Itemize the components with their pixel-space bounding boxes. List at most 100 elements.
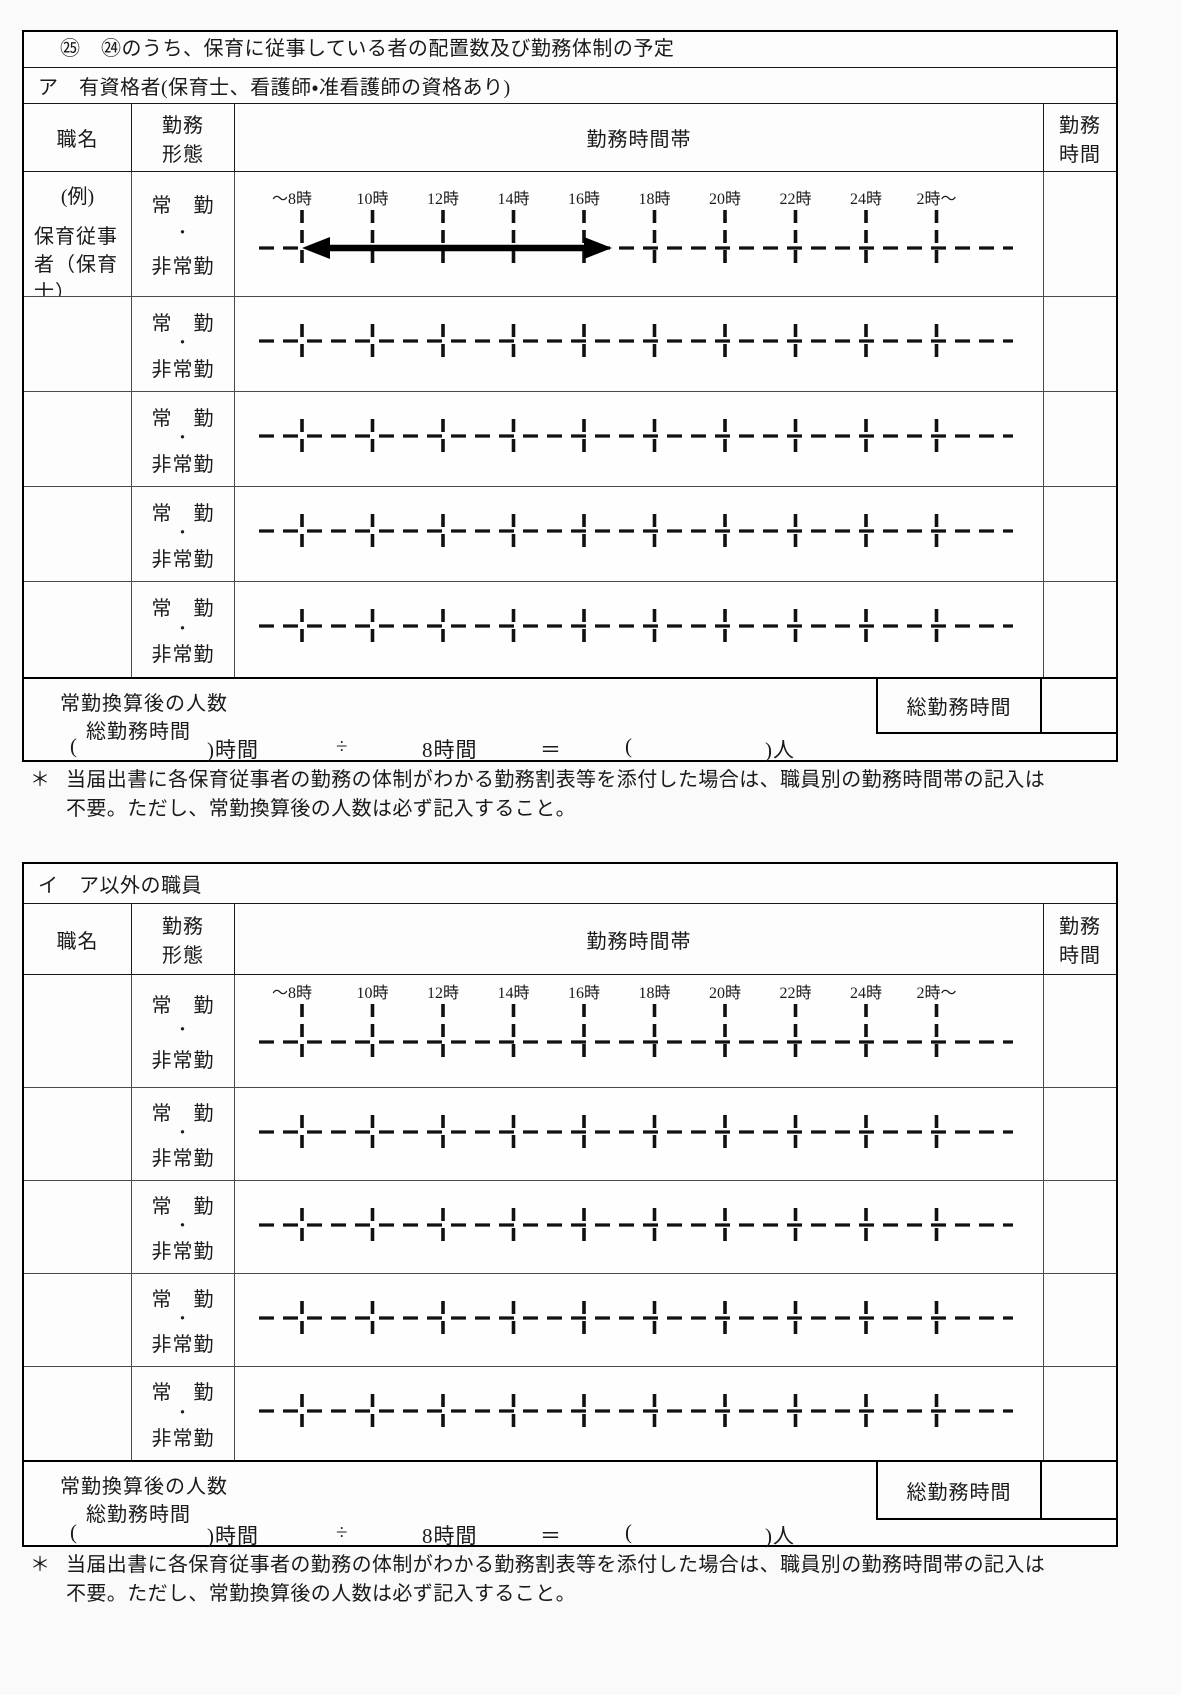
work-style-dot: ・ [174,335,192,352]
work-style-dot: ・ [174,1311,192,1328]
work-style-cell: 常 勤 ・ 非常勤 [132,392,235,486]
formula-people-label: )人 [765,738,795,762]
work-style-fulltime: 常 勤 [151,1103,215,1125]
hours-cell-empty [1044,1367,1116,1460]
formula-hours-label: )時間 [207,738,259,762]
work-style-parttime: 非常勤 [151,1050,215,1072]
svg-text:18時: 18時 [638,190,670,208]
work-style-dot: ・ [174,225,192,242]
section-a-title: ㉕ ㉔のうち、保育に従事している者の配置数及び勤務体制の予定 [24,32,1116,68]
note-text-1: 当届出書に各保育従事者の勤務の体制がわかる勤務割表等を添付した場合は、職員別の勤… [66,769,1046,791]
hours-cell-empty [1044,975,1116,1087]
svg-text:10時: 10時 [356,984,388,1002]
work-style-cell: 常 勤 ・ 非常勤 [132,1181,235,1273]
table-b-row: 常 勤 ・ 非常勤 [24,1088,1116,1181]
table-b-header: 職名 勤務 形態 勤務時間帯 勤務 時間 [24,904,1116,975]
footer-total-hours-label: 総勤務時間 [86,721,191,743]
work-style-parttime: 非常勤 [151,1334,215,1356]
formula-people-label: )人 [765,1524,795,1548]
fte-formula: ( )時間 ÷ 8時間 ＝ ( )人 [24,734,1116,764]
svg-text:～8時: ～8時 [272,984,312,1002]
formula-open-paren-1: ( [70,1520,78,1544]
work-style-parttime: 非常勤 [151,453,215,476]
svg-text:20時: 20時 [709,984,741,1002]
col-header-work-style-line1: 勤務 [162,114,204,137]
work-style-dot: ・ [174,620,192,638]
role-cell-empty [24,1088,132,1180]
timeband-cell [235,297,1044,391]
role-cell-empty [24,582,132,677]
col-header-work-style-line1: 勤務 [162,916,204,938]
role-cell-empty [24,1367,132,1460]
table-a-footer: 常勤換算後の人数 総勤務時間 総勤務時間 ( )時間 ÷ 8時間 ＝ ( )人 [24,677,1116,764]
col-header-work-style-line2: 形態 [162,143,204,166]
total-hours-box: 総勤務時間 [876,679,1042,732]
table-b-row: 常 勤 ・ 非常勤 [24,1181,1116,1274]
note-line-1: ＊ 当届出書に各保育従事者の勤務の体制がわかる勤務割表等を添付した場合は、職員別の… [30,766,1090,795]
timeline-axis [259,324,1013,358]
hours-cell-empty [1044,1274,1116,1366]
timeband-cell [235,392,1044,486]
hours-cell-empty [1044,487,1116,581]
timeband-cell: ～8時 10時 12時 14時 16時 18時 20時 22時 24時 2時～ [235,975,1044,1087]
formula-hours-label: )時間 [207,1524,259,1548]
svg-text:18時: 18時 [638,984,670,1002]
col-header-hours: 勤務 時間 [1044,904,1116,974]
work-style-fulltime: 常 勤 [151,195,215,217]
svg-text:2時～: 2時～ [916,984,956,1002]
svg-text:22時: 22時 [779,190,811,208]
svg-text:～8時: ～8時 [272,190,312,208]
svg-text:22時: 22時 [779,984,811,1002]
role-cell-empty [24,1274,132,1366]
svg-text:16時: 16時 [568,984,600,1002]
table-a-row: 常 勤 ・ 非常勤 [24,582,1116,677]
role-cell-empty [24,975,132,1087]
hours-cell-empty [1044,1088,1116,1180]
work-style-cell: 常 勤 ・ 非常勤 [132,582,235,677]
col-header-work-style: 勤務 形態 [132,104,235,171]
work-style-dot: ・ [174,430,192,447]
note-line-1: ＊ 当届出書に各保育従事者の勤務の体制がわかる勤務割表等を添付した場合は、職員別の… [30,1551,1090,1580]
work-style-parttime: 非常勤 [151,256,215,278]
timeband-cell [235,1088,1044,1180]
role-cell-empty [24,297,132,391]
work-style-fulltime: 常 勤 [151,407,215,430]
formula-divisor: 8時間 [422,1524,478,1548]
role-cell-empty [24,487,132,581]
note-line-2: 不要。ただし、常勤換算後の人数は必ず記入すること。 [30,795,1090,824]
hours-cell-empty [1044,1181,1116,1273]
table-a-row: 常 勤 ・ 非常勤 [24,487,1116,582]
svg-text:2時～: 2時～ [916,190,956,208]
work-style-cell: 常 勤 ・ 非常勤 [132,487,235,581]
work-style-dot: ・ [174,1125,192,1142]
svg-text:10時: 10時 [356,190,388,208]
timeband-cell [235,1274,1044,1366]
formula-divide-sign: ÷ [336,734,349,758]
svg-text:12時: 12時 [427,190,459,208]
timeband-cell [235,1181,1044,1273]
formula-divide-sign: ÷ [336,1520,349,1544]
svg-text:20時: 20時 [709,190,741,208]
work-style-parttime: 非常勤 [151,1241,215,1263]
work-style-fulltime: 常 勤 [151,995,215,1017]
work-style-cell: 常 勤 ・ 非常勤 [132,1367,235,1460]
section-a-category: ア 有資格者(保育士、看護師・准看護師の資格あり) [24,68,1116,104]
formula-open-paren-1: ( [70,734,78,758]
col-header-role: 職名 [24,904,132,974]
work-style-dot: ・ [174,1404,192,1422]
timeline-axis [259,1115,1013,1149]
timeline-axis-with-example-arrow: ～8時 10時 12時 14時 16時 18時 20時 22時 24時 2時～ [259,190,1013,267]
section-a-table: ㉕ ㉔のうち、保育に従事している者の配置数及び勤務体制の予定 ア 有資格者(保育… [22,30,1118,762]
svg-text:12時: 12時 [427,984,459,1002]
hours-cell-empty [1044,297,1116,391]
col-header-hours-line2: 時間 [1059,945,1101,967]
col-header-timeband: 勤務時間帯 [235,104,1044,171]
table-a-row: 常 勤 ・ 非常勤 [24,297,1116,392]
svg-text:14時: 14時 [497,190,529,208]
work-style-parttime: 非常勤 [151,1427,215,1450]
work-style-parttime: 非常勤 [151,644,215,667]
table-a-row: 常 勤 ・ 非常勤 [24,392,1116,487]
work-style-fulltime: 常 勤 [151,1289,215,1311]
footer-fte-label: 常勤換算後の人数 [60,693,228,715]
table-a-row-example: (例) 保育従事者（保育士） 常 勤 ・ 非常勤 ～8時 10時 12時 14時 16時… [24,172,1116,297]
